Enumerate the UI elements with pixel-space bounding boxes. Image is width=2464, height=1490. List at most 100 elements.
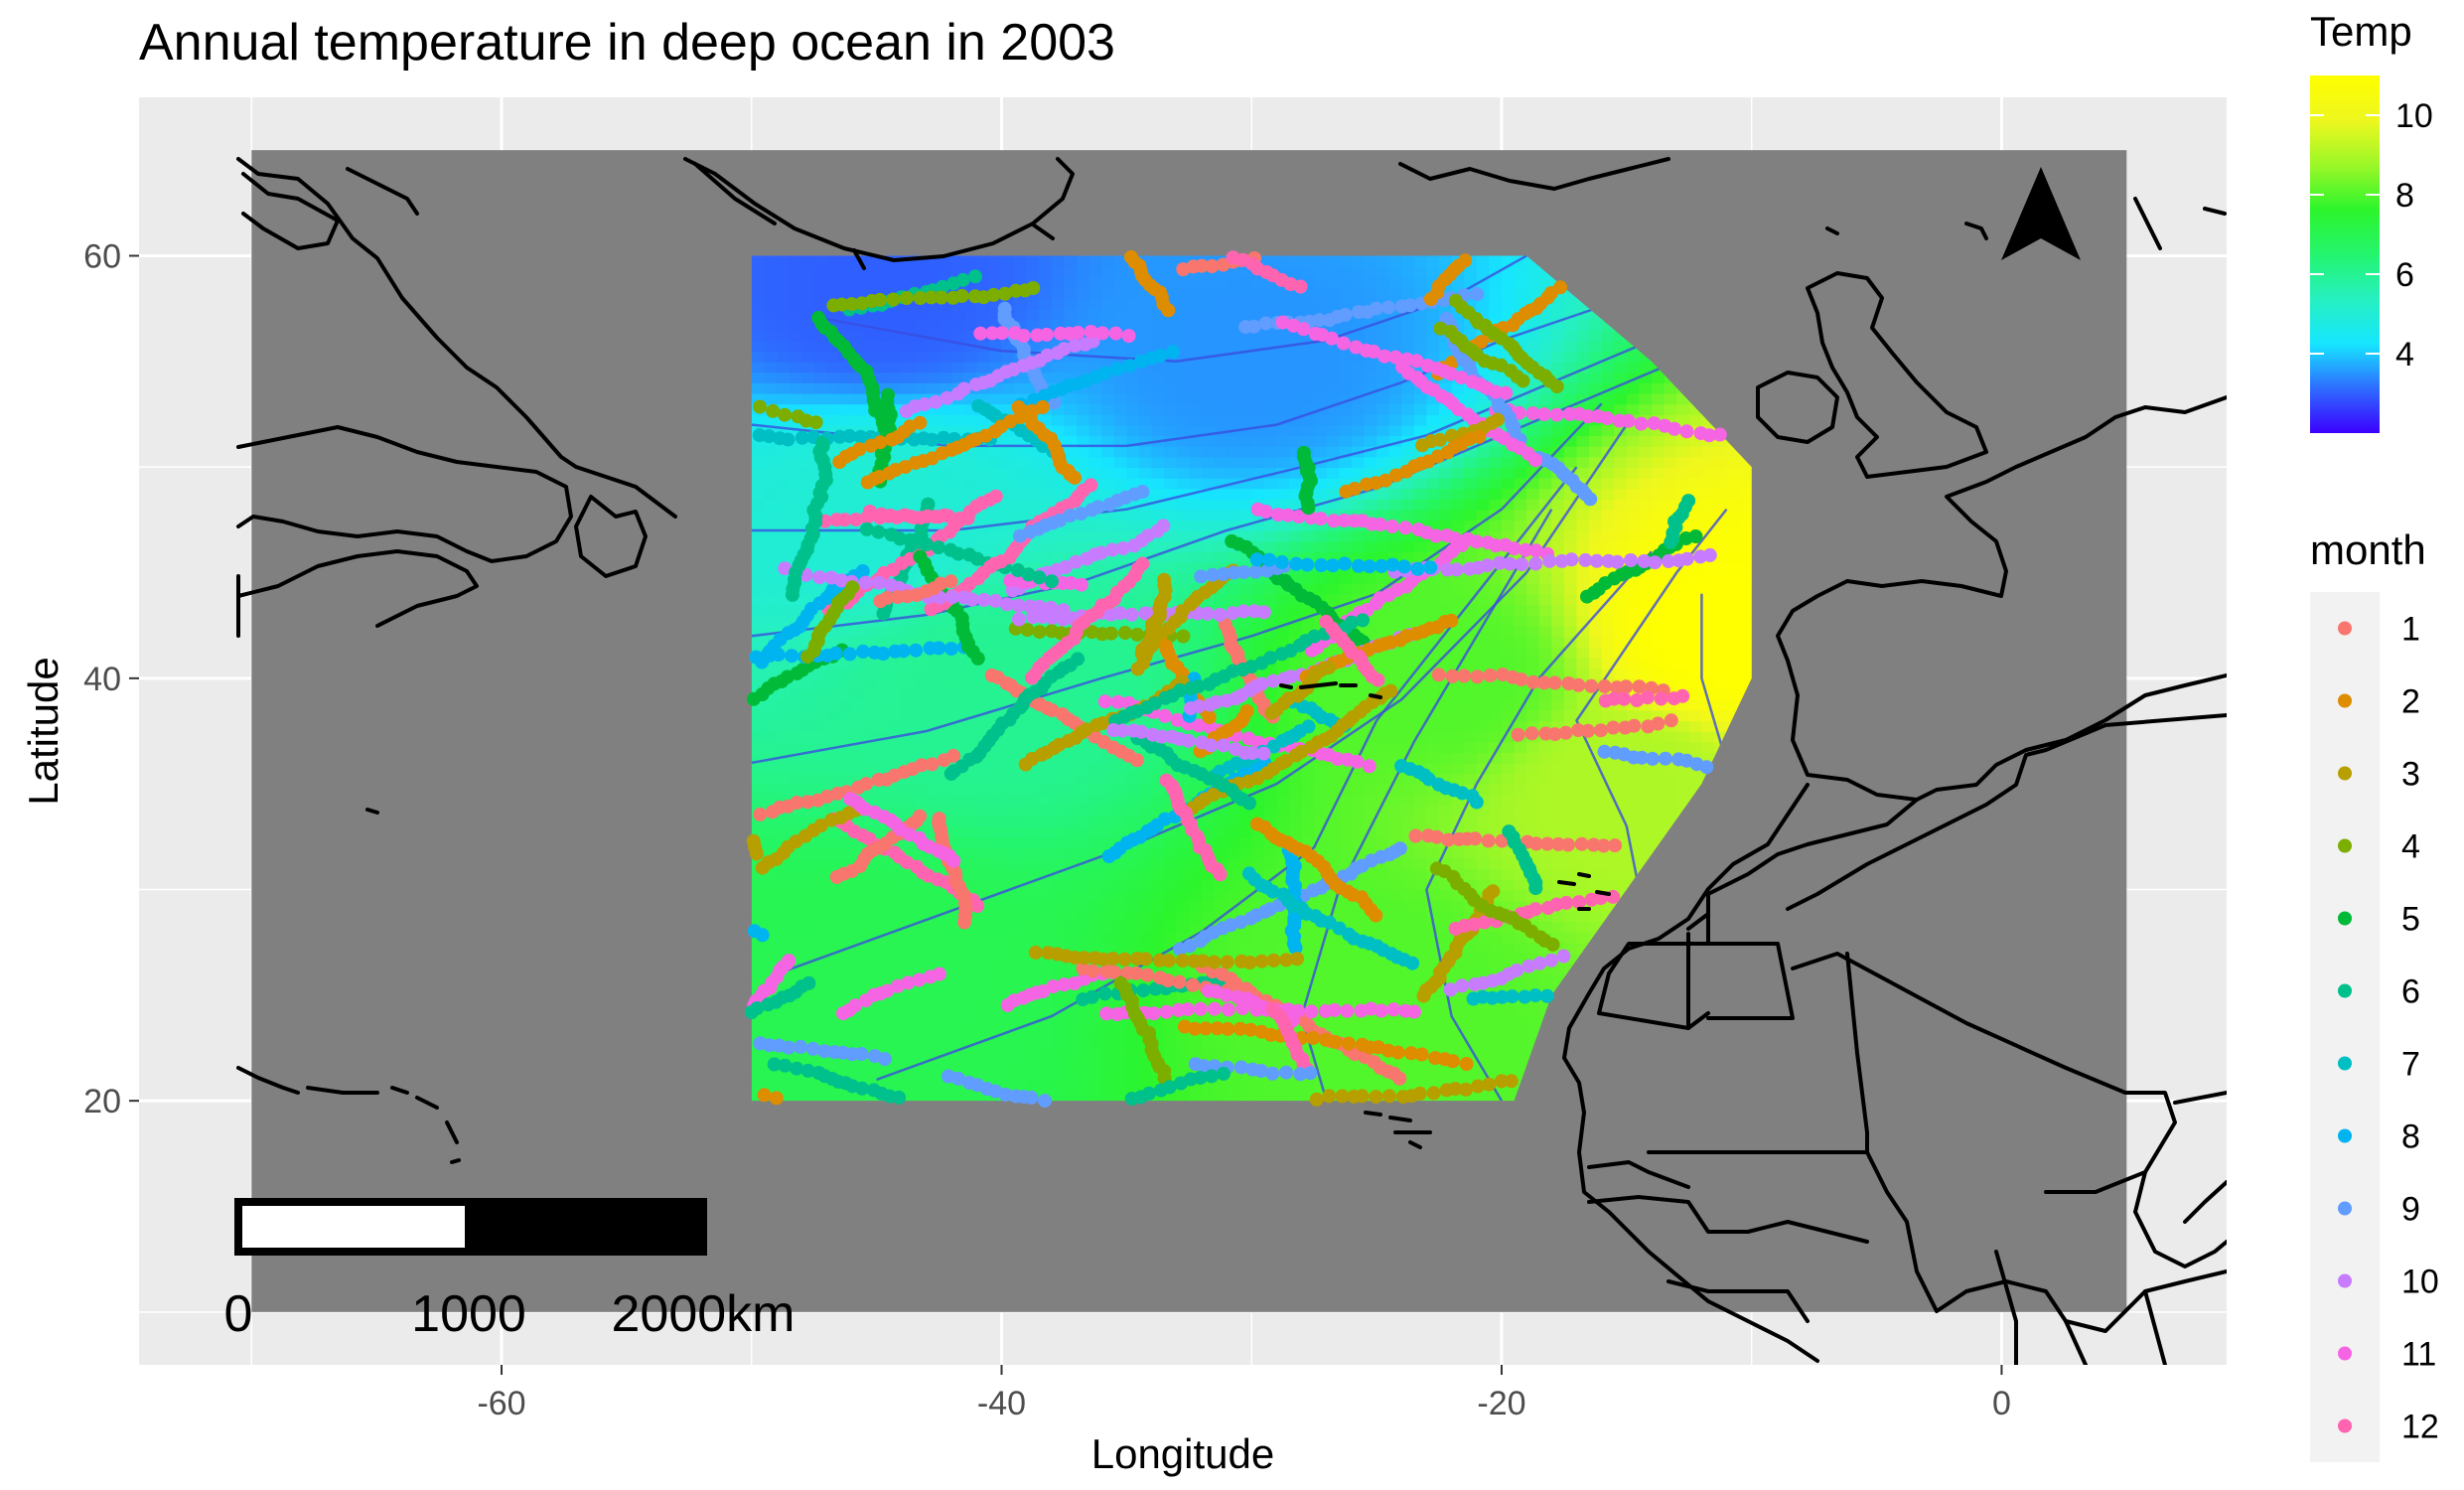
temp-cell <box>1227 709 1240 722</box>
temp-cell <box>776 857 791 870</box>
temp-cell <box>876 953 891 965</box>
temp-cell <box>1364 266 1377 278</box>
temp-cell <box>1276 1048 1290 1060</box>
temp-cell <box>1426 1069 1440 1081</box>
temp-cell <box>1276 857 1290 870</box>
temp-cell <box>801 1090 815 1102</box>
temp-cell <box>1064 773 1078 785</box>
temp-cell <box>976 266 990 278</box>
temp-cell <box>963 1016 978 1028</box>
temp-cell <box>851 1069 865 1081</box>
temp-cell <box>1301 392 1315 405</box>
temp-cell <box>1176 477 1191 490</box>
temp-cell <box>1388 794 1403 807</box>
temp-cell <box>939 1016 952 1028</box>
temp-cell <box>1263 435 1278 447</box>
temp-cell <box>826 551 840 563</box>
temp-cell <box>1126 403 1140 415</box>
temp-cell <box>939 520 952 531</box>
temp-cell <box>1126 773 1140 785</box>
temp-cell <box>1064 593 1078 606</box>
temp-cell <box>1088 392 1102 405</box>
temp-cell <box>876 973 891 985</box>
temp-cell <box>826 382 840 394</box>
temp-cell <box>1413 921 1428 933</box>
temp-cell <box>1364 551 1377 563</box>
temp-cell <box>1489 636 1503 648</box>
temp-cell <box>1189 752 1203 764</box>
temp-cell <box>1401 403 1415 415</box>
temp-cell <box>1001 762 1015 775</box>
temp-cell <box>1126 1048 1140 1060</box>
temp-cell <box>1214 836 1228 848</box>
temp-cell <box>901 677 916 690</box>
temp-cell <box>914 255 928 267</box>
temp-cell <box>813 382 828 394</box>
temp-cell <box>901 1090 916 1102</box>
temp-cell <box>864 593 878 606</box>
temp-cell <box>1214 424 1228 437</box>
temp-cell <box>789 942 802 955</box>
temp-cell <box>1014 805 1028 817</box>
temp-cell <box>1401 1069 1415 1081</box>
temp-cell <box>1514 255 1527 267</box>
temp-cell <box>1413 868 1428 880</box>
temp-cell <box>1401 424 1415 437</box>
temp-cell <box>1101 403 1115 415</box>
temp-cell <box>1301 276 1315 289</box>
temp-cell <box>976 625 990 638</box>
temp-cell <box>889 308 903 321</box>
temp-cell <box>1227 551 1240 563</box>
temp-cell <box>939 551 952 563</box>
temp-cell <box>1001 1069 1015 1081</box>
temp-cell <box>1164 329 1178 342</box>
temp-cell <box>1314 477 1328 490</box>
temp-cell <box>901 900 916 912</box>
temp-cell <box>951 319 965 331</box>
temp-cell <box>1101 857 1115 870</box>
temp-cell <box>1189 319 1203 331</box>
temp-cell <box>864 942 878 955</box>
temp-cell <box>1263 456 1278 468</box>
temp-cell <box>976 984 990 996</box>
temp-cell <box>976 488 990 500</box>
temp-cell <box>1351 825 1366 838</box>
temp-cell <box>826 668 840 679</box>
temp-cell <box>1339 593 1353 606</box>
temp-cell <box>1014 1016 1028 1028</box>
temp-cell <box>1413 741 1428 754</box>
temp-cell <box>1451 1005 1466 1017</box>
temp-cell <box>1051 752 1066 764</box>
temp-cell <box>1238 636 1253 648</box>
temp-cell <box>1189 921 1203 933</box>
temp-cell <box>1189 1090 1203 1102</box>
temp-cell <box>789 657 802 669</box>
temp-cell <box>1377 910 1390 923</box>
temp-cell <box>1301 773 1315 785</box>
temp-cell <box>889 709 903 722</box>
temp-cell <box>1051 688 1066 700</box>
temp-cell <box>1514 794 1527 807</box>
temp-cell <box>1064 910 1078 923</box>
temp-cell <box>789 825 802 838</box>
temp-cell <box>801 921 815 933</box>
temp-cell <box>1377 625 1390 638</box>
temp-cell <box>1401 878 1415 891</box>
temp-cell <box>901 1048 916 1060</box>
temp-cell <box>1064 794 1078 807</box>
temp-cell <box>1051 287 1066 299</box>
temp-cell <box>1051 583 1066 595</box>
temp-cell <box>1014 456 1028 468</box>
temp-cell <box>1064 403 1078 415</box>
temp-cell <box>838 382 853 394</box>
temp-cell <box>1039 1048 1053 1060</box>
temp-cell <box>1164 699 1178 711</box>
temp-cell <box>751 762 766 775</box>
temp-cell <box>826 540 840 553</box>
temp-cell <box>1263 794 1278 807</box>
temp-cell <box>1314 688 1328 700</box>
temp-cell <box>1113 382 1128 394</box>
temp-cell <box>1088 668 1102 679</box>
temp-cell <box>889 921 903 933</box>
temp-cell <box>1276 540 1290 553</box>
